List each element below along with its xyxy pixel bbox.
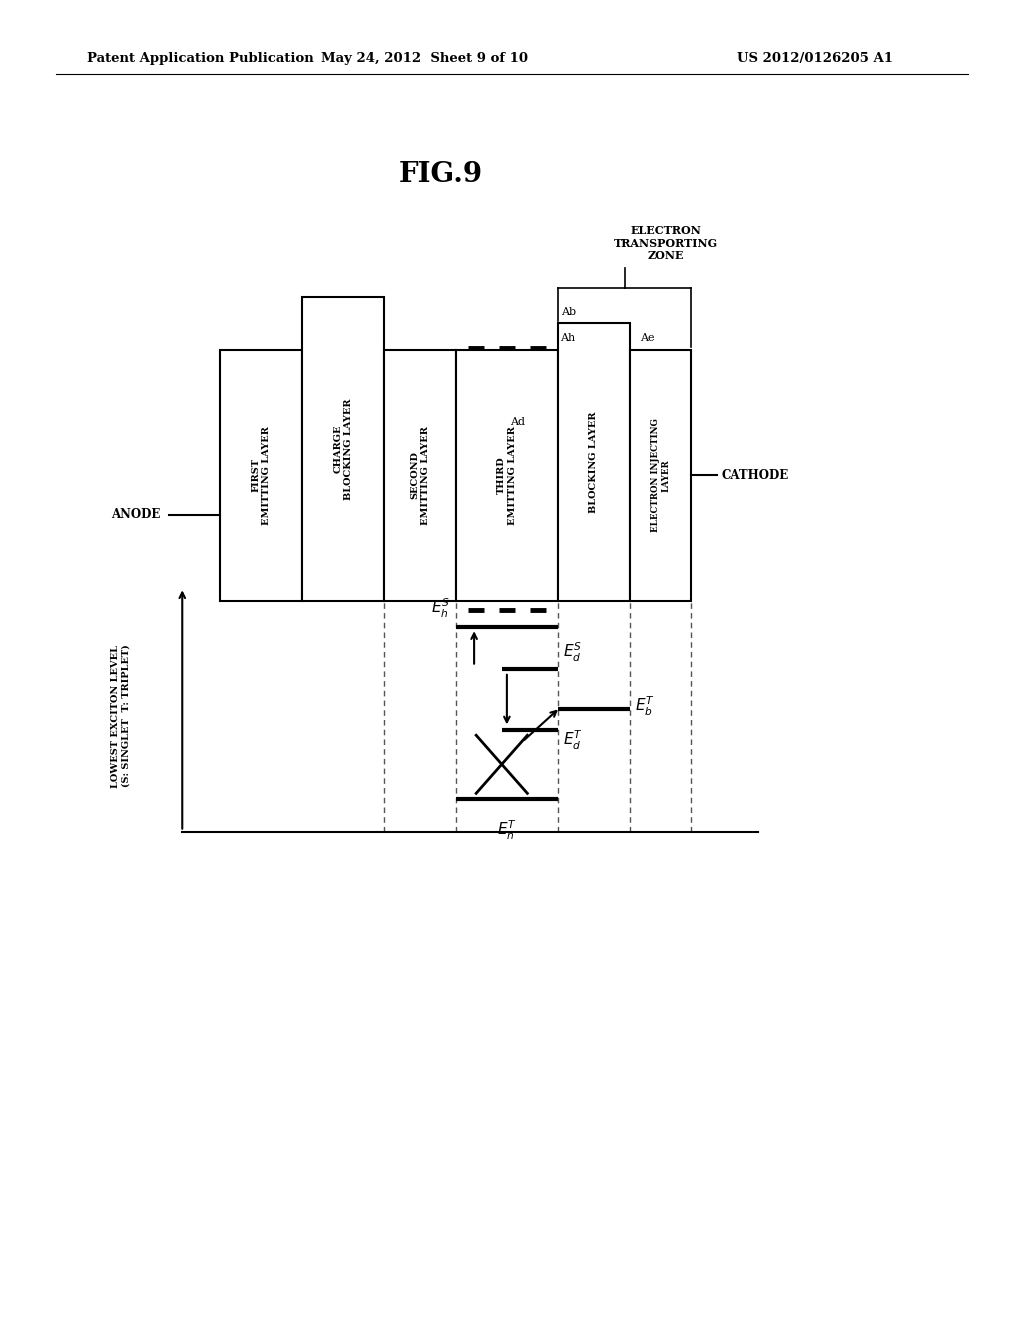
Text: May 24, 2012  Sheet 9 of 10: May 24, 2012 Sheet 9 of 10 xyxy=(322,51,528,65)
Text: $E^T_d$: $E^T_d$ xyxy=(563,729,584,752)
Text: Patent Application Publication: Patent Application Publication xyxy=(87,51,313,65)
Text: Ae: Ae xyxy=(640,333,654,343)
Text: US 2012/0126205 A1: US 2012/0126205 A1 xyxy=(737,51,893,65)
Text: LOWEST EXCITON LEVEL
(S: SINGLET  T: TRIPLET): LOWEST EXCITON LEVEL (S: SINGLET T: TRIP… xyxy=(112,644,130,788)
Text: Ab: Ab xyxy=(561,306,577,317)
Text: Ad: Ad xyxy=(510,417,524,428)
Text: FIRST
EMITTING LAYER: FIRST EMITTING LAYER xyxy=(252,426,270,524)
Text: BLOCKING LAYER: BLOCKING LAYER xyxy=(590,412,598,512)
Text: ELECTRON
TRANSPORTING
ZONE: ELECTRON TRANSPORTING ZONE xyxy=(613,224,718,261)
Bar xyxy=(220,350,302,601)
Text: ELECTRON INJECTING
LAYER: ELECTRON INJECTING LAYER xyxy=(651,418,670,532)
Bar xyxy=(384,350,456,601)
Text: $E^T_h$: $E^T_h$ xyxy=(497,818,517,842)
Text: $E^S_d$: $E^S_d$ xyxy=(563,640,583,664)
Text: Ah: Ah xyxy=(560,333,575,343)
Text: SECOND
EMITTING LAYER: SECOND EMITTING LAYER xyxy=(411,426,429,524)
Bar xyxy=(302,297,384,601)
Text: CHARGE
BLOCKING LAYER: CHARGE BLOCKING LAYER xyxy=(334,399,352,499)
Text: THIRD
EMITTING LAYER: THIRD EMITTING LAYER xyxy=(498,426,516,524)
Bar xyxy=(630,350,691,601)
Text: ANODE: ANODE xyxy=(112,508,161,521)
Bar xyxy=(558,323,630,601)
Text: CATHODE: CATHODE xyxy=(722,469,790,482)
Text: FIG.9: FIG.9 xyxy=(398,161,482,187)
Bar xyxy=(456,350,558,601)
Text: $E^S_h$: $E^S_h$ xyxy=(431,597,451,620)
Text: $E^T_b$: $E^T_b$ xyxy=(635,694,655,718)
